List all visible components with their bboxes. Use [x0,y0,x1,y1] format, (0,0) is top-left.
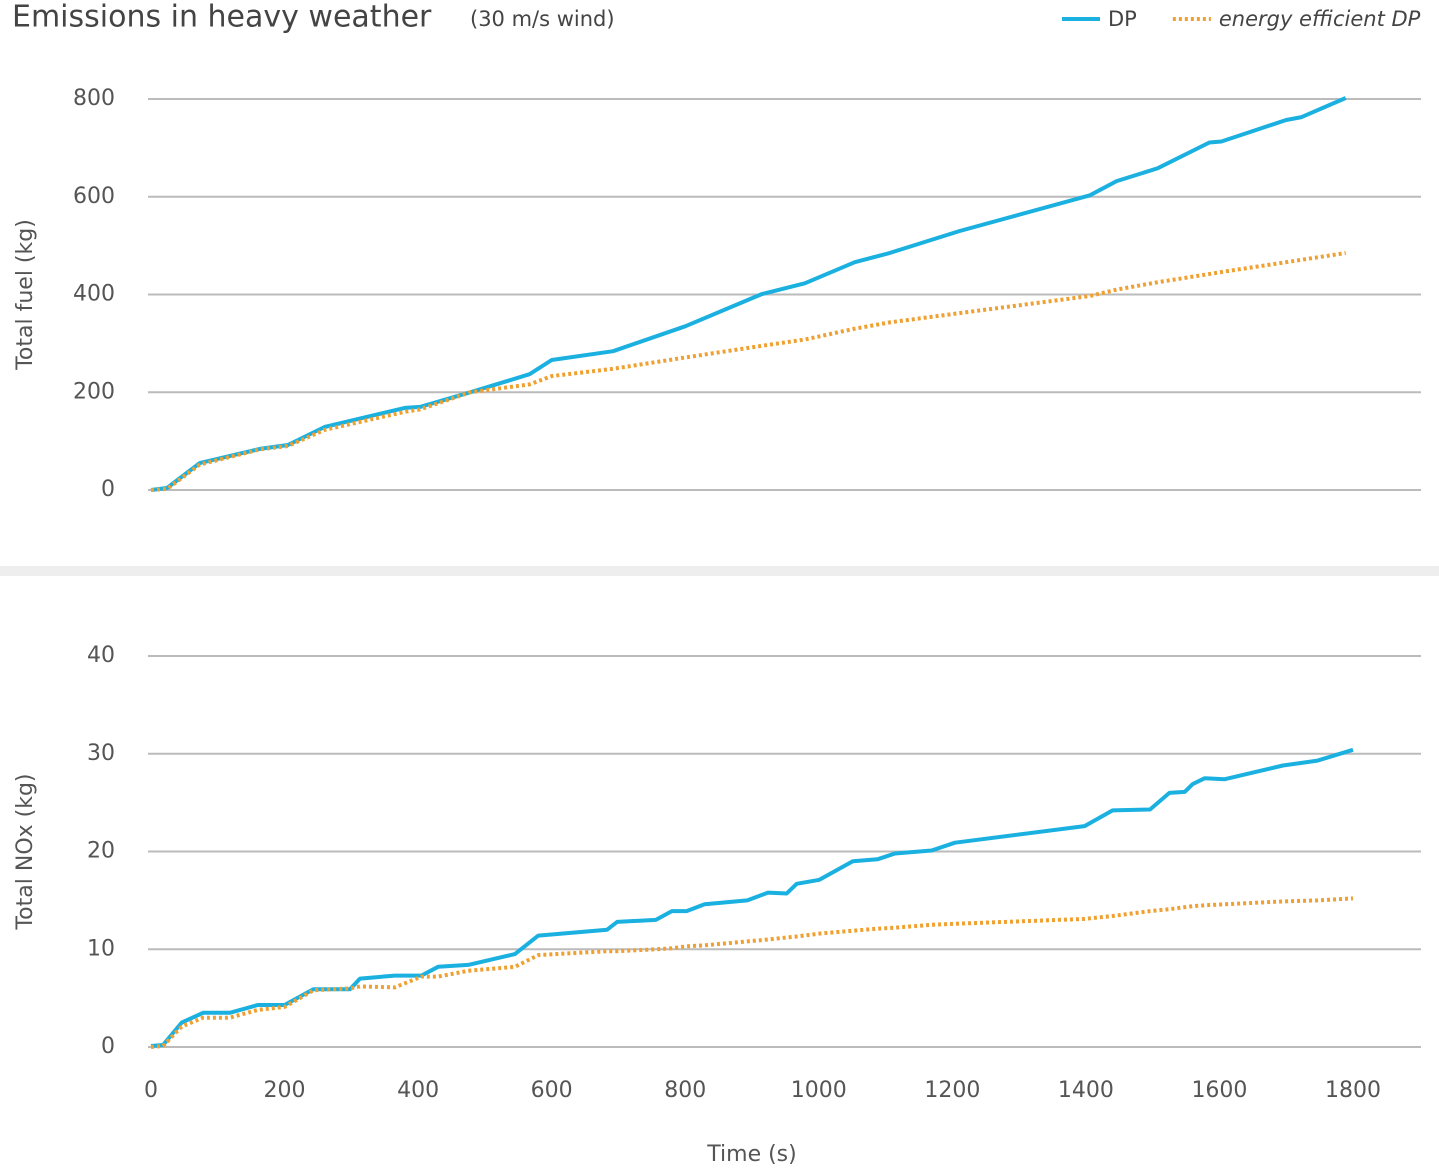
x-tick-label: 600 [531,1078,573,1103]
x-tick-label: 1200 [924,1078,980,1103]
y-tick-label: 30 [87,741,115,766]
y-tick-label: 0 [101,1034,115,1059]
separator [0,566,1439,576]
y-tick-label: 40 [87,643,115,668]
line-series [150,96,1347,492]
y-tick-label: 600 [73,184,115,209]
legend-label: DP [1108,7,1137,31]
line-series [150,896,1354,1049]
y-tick-label: 800 [73,86,115,111]
line-series [150,747,1354,1048]
chart-subtitle: (30 m/s wind) [470,7,615,31]
y-tick-label: 10 [87,936,115,961]
x-tick-label: 1800 [1325,1078,1381,1103]
x-tick-label: 1000 [791,1078,847,1103]
chart-title: Emissions in heavy weather [12,0,432,35]
x-tick-label: 200 [264,1078,306,1103]
y-axis-label: Total fuel (kg) [13,219,38,371]
legend-label: energy efficient DP [1219,7,1421,31]
y-tick-label: 0 [101,477,115,502]
x-tick-label: 400 [397,1078,439,1103]
y-tick-label: 20 [87,839,115,864]
x-tick-label: 0 [144,1078,158,1103]
y-tick-label: 400 [73,282,115,307]
x-tick-label: 800 [664,1078,706,1103]
line-series [150,251,1347,492]
x-axis-label: Time (s) [706,1142,796,1167]
y-axis-label: Total NOx (kg) [13,773,38,930]
x-tick-label: 1400 [1058,1078,1114,1103]
y-tick-label: 200 [73,379,115,404]
x-tick-label: 1600 [1191,1078,1247,1103]
